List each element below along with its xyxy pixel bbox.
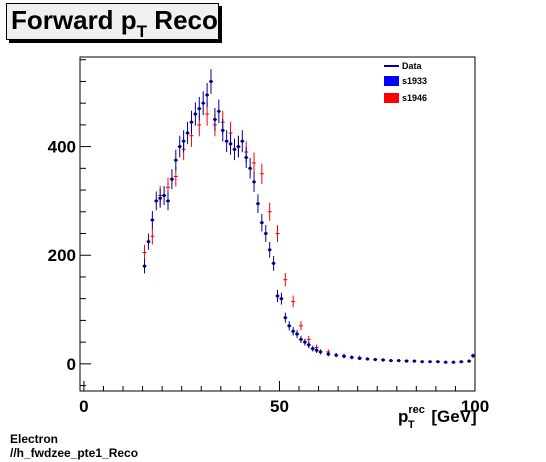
point-Data-27 [248, 158, 253, 179]
point-Data-17 [209, 69, 214, 94]
y-tick-label-200: 200 [48, 246, 76, 265]
series-data [142, 69, 476, 364]
point-Data-63 [459, 360, 464, 364]
point-s1946-16 [267, 202, 272, 221]
y-tick-label-400: 400 [48, 138, 76, 157]
point-Data-7 [169, 169, 174, 190]
point-Data-18 [212, 107, 217, 131]
point-Data-1 [146, 233, 151, 250]
x-tick-label-100: 100 [461, 397, 489, 416]
chart-title-box: Forward pT Reco [6, 3, 219, 41]
point-Data-61 [443, 360, 448, 364]
point-s1946-19 [291, 295, 296, 308]
point-Data-39 [295, 329, 300, 339]
x-tick-label-50: 50 [270, 397, 289, 416]
point-Data-11 [185, 121, 190, 145]
point-Data-26 [244, 146, 249, 169]
point-s1946-1 [150, 227, 155, 245]
point-Data-19 [216, 99, 221, 124]
point-Data-35 [279, 292, 284, 305]
point-Data-2 [150, 211, 155, 229]
point-Data-6 [165, 191, 170, 211]
point-Data-37 [287, 321, 292, 331]
footer-label: Electron [10, 432, 59, 446]
point-Data-9 [177, 135, 182, 158]
point-Data-45 [318, 349, 323, 355]
point-Data-58 [420, 360, 425, 364]
point-Data-22 [228, 132, 233, 155]
point-Data-41 [302, 338, 307, 346]
point-s1946-18 [283, 272, 288, 287]
point-Data-15 [201, 91, 206, 116]
footer-histogram-path: //h_fwdzee_pte1_Reco [10, 446, 139, 460]
point-Data-28 [252, 171, 257, 192]
point-Data-59 [428, 360, 433, 364]
point-Data-54 [388, 358, 393, 363]
point-Data-14 [197, 96, 202, 121]
point-Data-4 [158, 188, 163, 208]
point-Data-52 [373, 357, 378, 362]
point-Data-65 [471, 353, 476, 358]
point-s1946-0 [142, 244, 147, 261]
chart-title: Forward pT Reco [11, 5, 218, 41]
point-Data-34 [275, 289, 280, 303]
axes: 0 50 100 0 200 400 [48, 59, 489, 416]
point-Data-47 [334, 352, 339, 358]
point-Data-32 [267, 241, 272, 258]
point-Data-12 [189, 110, 194, 134]
point-Data-31 [263, 225, 268, 242]
point-Data-25 [240, 130, 245, 153]
point-Data-24 [236, 135, 241, 158]
legend: Data s1933 s1946 [384, 61, 427, 103]
point-Data-36 [283, 312, 288, 323]
point-Data-62 [451, 360, 456, 364]
point-Data-33 [271, 255, 276, 271]
plot-frame [79, 56, 476, 392]
point-Data-64 [467, 359, 472, 363]
point-Data-21 [224, 130, 229, 153]
legend-s1946-label: s1946 [402, 93, 427, 103]
point-Data-20 [220, 119, 225, 142]
point-Data-49 [349, 355, 354, 360]
point-Data-13 [193, 102, 198, 126]
point-Data-48 [341, 354, 346, 359]
point-Data-8 [173, 149, 178, 171]
point-Data-55 [396, 358, 401, 363]
point-Data-60 [435, 360, 440, 364]
point-Data-0 [142, 258, 147, 274]
point-Data-30 [259, 213, 264, 232]
legend-s1933-label: s1933 [402, 76, 427, 86]
legend-s1933-swatch [384, 76, 399, 86]
point-Data-5 [162, 185, 167, 206]
point-Data-50 [357, 356, 362, 361]
point-Data-46 [326, 351, 331, 357]
point-s1946-17 [275, 225, 280, 242]
point-Data-29 [255, 194, 260, 213]
point-Data-44 [314, 347, 319, 353]
point-s1946-20 [298, 321, 303, 331]
point-Data-56 [404, 359, 409, 363]
point-Data-53 [381, 358, 386, 362]
point-Data-40 [298, 335, 303, 344]
point-Data-43 [310, 345, 315, 352]
point-s1946-15 [259, 163, 264, 184]
point-Data-51 [365, 357, 370, 361]
point-Data-16 [205, 82, 210, 108]
point-Data-23 [232, 138, 237, 161]
legend-s1946-swatch [384, 93, 399, 103]
y-tick-label-0: 0 [67, 355, 76, 374]
point-Data-10 [181, 130, 186, 153]
point-Data-38 [291, 327, 296, 336]
legend-data-label: Data [402, 61, 423, 71]
point-s1946-14 [252, 152, 257, 174]
point-Data-57 [412, 359, 417, 363]
x-axis-title: prec T [GeV] [398, 404, 477, 431]
x-tick-label-0: 0 [79, 397, 88, 416]
point-Data-42 [306, 341, 311, 349]
point-Data-3 [154, 191, 159, 211]
